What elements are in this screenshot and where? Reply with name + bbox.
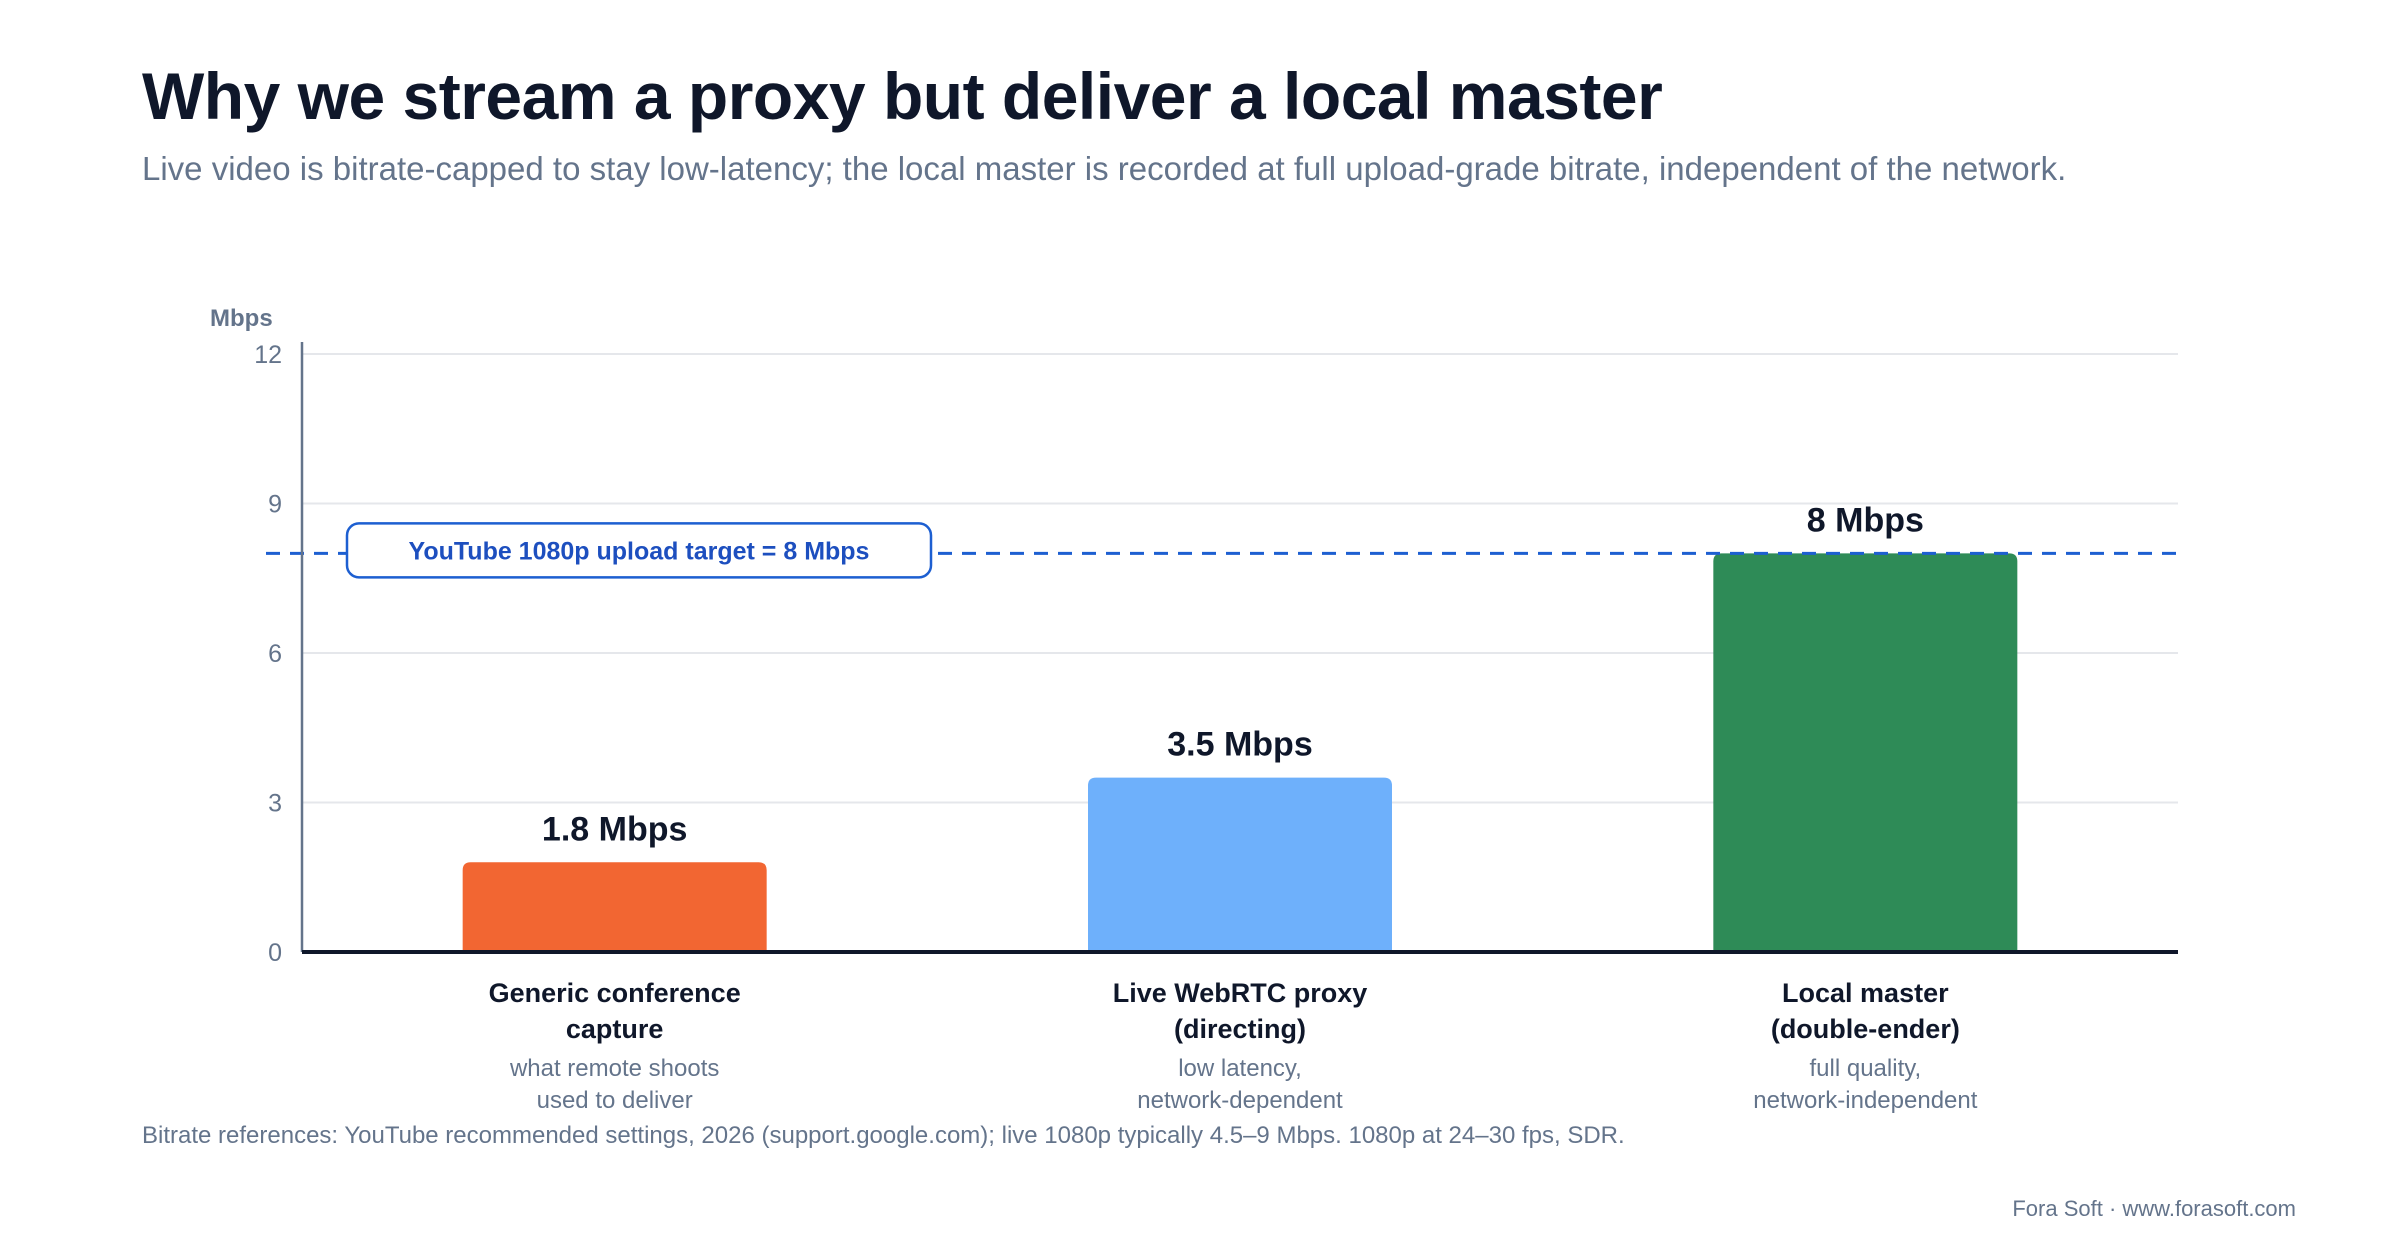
bar bbox=[462, 862, 767, 952]
x-category-sublabel: network-dependent bbox=[1137, 1087, 1343, 1114]
axis-layer: Mbps 0 3 6 9 12 bbox=[210, 305, 2178, 967]
x-category-label: (double-ender) bbox=[1771, 1014, 1960, 1044]
x-category-label: Live WebRTC proxy bbox=[1113, 978, 1368, 1008]
x-category-label: Local master bbox=[1782, 978, 1949, 1008]
label-layer: 1.8 Mbps Generic conference capture what re… bbox=[489, 501, 1978, 1114]
bar bbox=[1713, 553, 2018, 952]
x-category-sublabel: low latency, bbox=[1178, 1055, 1302, 1082]
x-category-label: Generic conference bbox=[489, 978, 741, 1008]
reference-label: YouTube 1080p upload target = 8 Mbps bbox=[409, 537, 870, 565]
y-tick-label: 3 bbox=[268, 790, 282, 818]
y-tick-label: 0 bbox=[268, 939, 282, 967]
y-tick-label: 9 bbox=[268, 491, 282, 519]
chart-title: Why we stream a proxy but deliver a loca… bbox=[142, 59, 1663, 133]
bar-value-label: 3.5 Mbps bbox=[1167, 726, 1312, 764]
reference-layer: YouTube 1080p upload target = 8 Mbps bbox=[266, 522, 2178, 579]
y-tick-label: 12 bbox=[254, 341, 282, 369]
bar bbox=[1088, 777, 1392, 952]
x-category-sublabel: network-independent bbox=[1753, 1087, 1977, 1114]
x-category-sublabel: used to deliver bbox=[537, 1087, 693, 1114]
credit: Fora Soft · www.forasoft.com bbox=[2012, 1196, 2296, 1221]
x-category-label: (directing) bbox=[1174, 1014, 1306, 1044]
bar-layer bbox=[462, 553, 2018, 952]
chart-subtitle: Live video is bitrate-capped to stay low… bbox=[142, 150, 2067, 187]
x-category-label: capture bbox=[566, 1014, 664, 1044]
bar-value-label: 1.8 Mbps bbox=[542, 810, 687, 848]
bar-value-label: 8 Mbps bbox=[1807, 501, 1924, 539]
y-axis-unit-label: Mbps bbox=[210, 305, 273, 332]
footnote: Bitrate references: YouTube recommended … bbox=[142, 1122, 1625, 1149]
x-category-sublabel: full quality, bbox=[1810, 1055, 1922, 1082]
reference-label-box bbox=[345, 522, 933, 579]
y-tick-label: 6 bbox=[268, 640, 282, 668]
x-category-sublabel: what remote shoots bbox=[509, 1055, 719, 1082]
